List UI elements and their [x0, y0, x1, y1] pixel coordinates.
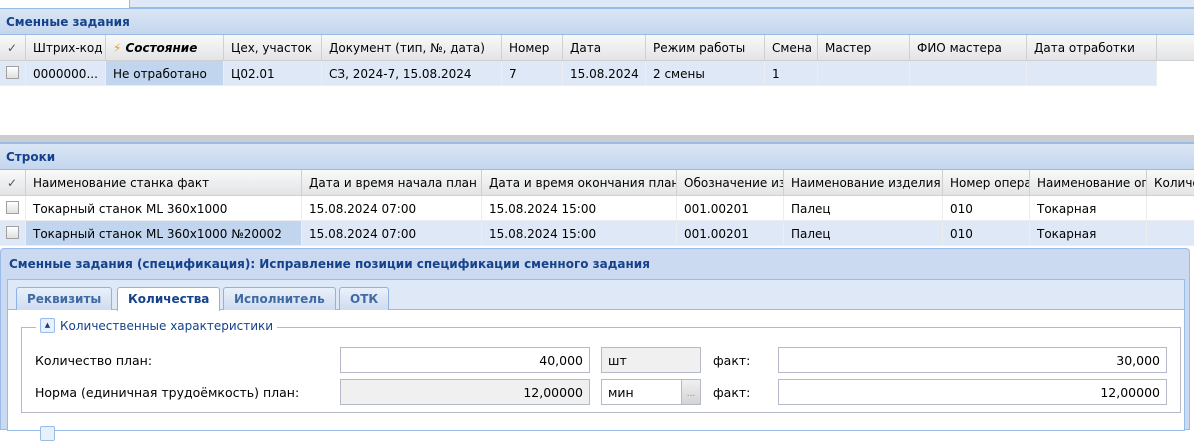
select-all-checkbox[interactable]: ✓ — [0, 35, 26, 60]
table-cell: Ц02.01 — [224, 61, 322, 85]
table-cell: 15.08.2024 — [563, 61, 646, 85]
table-cell: 001.00201 — [677, 196, 784, 220]
collapse-icon[interactable] — [40, 426, 55, 441]
tab-otk[interactable]: ОТК — [339, 287, 390, 310]
column-header[interactable]: Штрих-код — [26, 35, 106, 60]
column-header[interactable]: Дата — [563, 35, 646, 60]
column-header[interactable]: Наименование станка факт — [26, 170, 302, 195]
qty-unit-field: шт — [601, 347, 701, 373]
select-all-checkbox[interactable]: ✓ — [0, 170, 26, 195]
column-header[interactable]: Дата и время окончания план... — [482, 170, 677, 195]
section-title: Количественные характеристики — [60, 318, 274, 333]
norm-fact-input[interactable]: 12,00000 — [778, 379, 1167, 405]
table-cell: 010 — [943, 196, 1030, 220]
column-header[interactable]: Смена — [765, 35, 818, 60]
qty-fact-input[interactable]: 30,000 — [778, 347, 1167, 373]
column-header[interactable]: Мастер — [818, 35, 910, 60]
section-legend: ▲ Количественные характеристики — [36, 318, 278, 333]
splitter[interactable] — [0, 135, 1194, 143]
filter-icon[interactable]: ⚡ — [113, 41, 122, 55]
table-cell: 001.00201 — [677, 221, 784, 245]
edit-dialog: Сменные задания (спецификация): Исправле… — [0, 248, 1190, 441]
column-header[interactable]: Документ (тип, №, дата) — [322, 35, 502, 60]
bottom-grid-header: ✓ Наименование станка факт Дата и время на… — [0, 170, 1194, 196]
qty-plan-input[interactable]: 40,000 — [340, 347, 590, 373]
row-checkbox-cell[interactable] — [0, 61, 26, 85]
bottom-grid: ✓ Наименование станка факт Дата и время на… — [0, 170, 1194, 246]
table-cell: Токарный станок ML 360x1000 №20002 — [26, 221, 302, 245]
bottom-panel-header: Строки — [0, 143, 1194, 170]
table-cell: Палец — [784, 196, 943, 220]
tab-ispolnitel[interactable]: Исполнитель — [223, 287, 336, 310]
tab-bar: Реквизиты Количества Исполнитель ОТК — [8, 280, 1184, 311]
table-row[interactable]: Токарный станок ML 360x1000 15.08.2024 07… — [0, 196, 1194, 221]
collapse-icon[interactable]: ▲ — [40, 318, 55, 333]
top-grid: ✓ Штрих-код ⚡ Состояние Цех, участок Документ… — [0, 35, 1194, 86]
top-grid-header: ✓ Штрих-код ⚡ Состояние Цех, участок Документ… — [0, 35, 1194, 61]
row-checkbox-cell[interactable] — [0, 221, 26, 245]
column-header[interactable]: Обозначение изд — [677, 170, 784, 195]
norm-fact-label: факт: — [713, 385, 751, 400]
tab-rekvizity[interactable]: Реквизиты — [16, 287, 113, 310]
row-checkbox[interactable] — [6, 201, 19, 214]
table-cell — [910, 61, 1027, 85]
table-cell: Токарная — [1030, 221, 1147, 245]
table-cell: Токарный станок ML 360x1000 — [26, 196, 302, 220]
table-cell — [1147, 221, 1194, 245]
table-cell: 15.08.2024 07:00 — [302, 196, 482, 220]
norm-plan-input: 12,00000 — [340, 379, 590, 405]
column-header[interactable]: Режим работы — [646, 35, 765, 60]
column-header[interactable]: Цех, участок — [224, 35, 322, 60]
table-cell: Токарная — [1030, 196, 1147, 220]
column-header-label: Состояние — [125, 41, 198, 55]
table-cell: 15.08.2024 15:00 — [482, 196, 677, 220]
norm-unit-select[interactable]: мин... — [601, 379, 701, 405]
table-cell: 2 смены — [646, 61, 765, 85]
column-header[interactable]: ФИО мастера — [910, 35, 1027, 60]
row-checkbox-cell[interactable] — [0, 196, 26, 220]
table-row[interactable]: Токарный станок ML 360x1000 №20002 15.08.… — [0, 221, 1194, 246]
table-cell: 1 — [765, 61, 818, 85]
column-header[interactable]: Наименование изделия — [784, 170, 943, 195]
top-toolbar — [0, 0, 1194, 8]
top-tab[interactable] — [0, 0, 130, 8]
dialog-body: Реквизиты Количества Исполнитель ОТК ▲ К… — [7, 279, 1185, 441]
table-cell: Палец — [784, 221, 943, 245]
table-cell: СЗ, 2024-7, 15.08.2024 — [322, 61, 502, 85]
tab-kolichestva[interactable]: Количества — [117, 287, 221, 311]
table-row[interactable]: 0000000... Не отработано Ц02.01 СЗ, 2024-7,… — [0, 61, 1157, 86]
quantity-fieldset — [21, 327, 1181, 413]
column-header[interactable]: Наименование опе — [1030, 170, 1147, 195]
column-header[interactable]: Номер — [502, 35, 563, 60]
column-header[interactable]: Номер опера — [943, 170, 1030, 195]
table-cell: 010 — [943, 221, 1030, 245]
top-panel-header: Сменные задания — [0, 8, 1194, 35]
table-cell: Не отработано — [106, 61, 224, 85]
table-cell — [818, 61, 910, 85]
table-cell: 15.08.2024 15:00 — [482, 221, 677, 245]
qty-fact-label: факт: — [713, 353, 751, 368]
qty-plan-label: Количество план: — [35, 353, 153, 368]
table-cell — [1027, 61, 1157, 85]
column-header[interactable]: Дата и время начала план — [302, 170, 482, 195]
norm-plan-label: Норма (единичная трудоёмкость) план: — [35, 385, 300, 400]
column-header[interactable]: Дата отработки — [1027, 35, 1157, 60]
table-cell — [1147, 196, 1194, 220]
row-checkbox[interactable] — [6, 66, 19, 79]
table-cell: 0000000... — [26, 61, 106, 85]
norm-unit-value: мин — [608, 385, 634, 400]
column-header[interactable]: Количе — [1147, 170, 1194, 195]
table-cell: 7 — [502, 61, 563, 85]
table-cell: 15.08.2024 07:00 — [302, 221, 482, 245]
dialog-title: Сменные задания (спецификация): Исправле… — [9, 257, 650, 271]
row-checkbox[interactable] — [6, 226, 19, 239]
ellipsis-button[interactable]: ... — [681, 380, 700, 404]
column-header[interactable]: ⚡ Состояние — [106, 35, 224, 60]
